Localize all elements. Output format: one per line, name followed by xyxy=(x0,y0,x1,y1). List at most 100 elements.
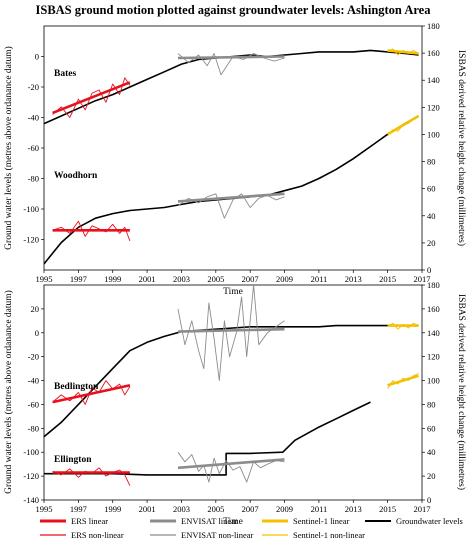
y2-tick-label: 40 xyxy=(427,211,436,221)
legend-label-ers-linear: ERS linear xyxy=(71,516,108,526)
bates-envisat-non-linear-line xyxy=(177,53,285,76)
x-tick-label: 2007 xyxy=(242,274,259,284)
x-tick-label: 2013 xyxy=(345,504,362,514)
bedlington-sentinel-1-non-linear-line xyxy=(387,322,419,330)
bedlington-sentinel-1-non-linear-line xyxy=(387,372,419,390)
x-tick-label: 2005 xyxy=(207,274,224,284)
y2-tick-label: 120 xyxy=(427,102,440,112)
bates-envisat-linear-line xyxy=(177,55,285,60)
x-tick-label: 1995 xyxy=(36,504,53,514)
y2-tick-label: 80 xyxy=(427,157,436,167)
bedlington-groundwater-levels-line xyxy=(44,324,419,438)
legend-label-groundwater-levels: Groundwater levels xyxy=(396,516,463,526)
y2-tick-label: 140 xyxy=(427,75,440,85)
x-tick-label: 2017 xyxy=(414,274,431,284)
legend-label-sentinel-1-linear: Sentinel-1 linear xyxy=(293,516,350,526)
x-tick-label: 1997 xyxy=(70,504,87,514)
legend-label-envisat-linear: ENVISAT linear xyxy=(181,516,238,526)
y2-axis-label: ISBAS derived relative height change (mi… xyxy=(456,294,466,490)
ellington-groundwater-levels-line xyxy=(44,401,371,476)
x-tick-label: 2001 xyxy=(139,504,156,514)
x-tick-label: 2007 xyxy=(242,504,259,514)
chart-title: ISBAS ground motion plotted against grou… xyxy=(36,3,432,17)
y-tick-label: 0 xyxy=(35,52,39,62)
x-tick-label: 1995 xyxy=(36,274,53,284)
bates-sentinel-1-linear-line xyxy=(387,49,419,55)
y-tick-label: -20 xyxy=(28,352,39,362)
bedlington-ers-non-linear-line xyxy=(52,380,131,405)
y-tick-label: -80 xyxy=(28,423,39,433)
x-tick-label: 2011 xyxy=(311,504,328,514)
y2-tick-label: 100 xyxy=(427,376,440,386)
y-axis-label: Ground water levels (metres above ordana… xyxy=(3,46,14,250)
x-tick-label: 2011 xyxy=(311,274,328,284)
y2-tick-label: 60 xyxy=(427,184,436,194)
woodhorn-envisat-non-linear-line xyxy=(177,193,285,219)
y-tick-label: -140 xyxy=(23,495,39,505)
bates-groundwater-levels-line xyxy=(44,49,419,125)
site-label-bedlington: Bedlington xyxy=(54,382,99,392)
x-axis-label: Time xyxy=(223,517,243,527)
y-tick-label: 0 xyxy=(35,328,39,338)
woodhorn-envisat-linear-line xyxy=(177,192,285,203)
x-axis-label: Time xyxy=(223,287,243,297)
y-tick-label: -120 xyxy=(23,235,39,245)
x-tick-label: 2015 xyxy=(379,504,396,514)
legend: ERS linear ENVISAT linear Sentinel-1 linea… xyxy=(40,516,463,540)
y-axis-label: Ground water levels (metres above ordana… xyxy=(3,290,14,494)
x-tick-label: 2009 xyxy=(276,504,293,514)
site-label-bates: Bates xyxy=(54,69,76,79)
x-tick-label: 1997 xyxy=(70,274,87,284)
y-tick-label: -60 xyxy=(28,399,39,409)
legend-label-envisat-non-linear: ENVISAT non-linear xyxy=(181,530,253,540)
y2-tick-label: 180 xyxy=(427,280,440,290)
y2-tick-label: 160 xyxy=(427,48,440,58)
y-tick-label: -80 xyxy=(28,174,39,184)
y-tick-label: -60 xyxy=(28,143,39,153)
x-tick-label: 2013 xyxy=(345,274,362,284)
y2-tick-label: 120 xyxy=(427,352,440,362)
legend-label-ers-non-linear: ERS non-linear xyxy=(71,530,124,540)
bates-ers-linear-line xyxy=(52,81,131,115)
y2-tick-label: 0 xyxy=(427,495,431,505)
y2-tick-label: 40 xyxy=(427,447,436,457)
y2-tick-label: 20 xyxy=(427,238,436,248)
plot-frame xyxy=(43,25,423,271)
x-tick-label: 1999 xyxy=(104,504,121,514)
x-tick-label: 2005 xyxy=(207,504,224,514)
y-tick-label: -40 xyxy=(28,376,39,386)
x-tick-label: 2015 xyxy=(379,274,396,284)
y2-tick-label: 140 xyxy=(427,328,440,338)
legend-label-sentinel-1-non-linear: Sentinel-1 non-linear xyxy=(293,530,365,540)
bedlington-ers-linear-line xyxy=(52,384,131,404)
bates-sentinel-1-non-linear-line xyxy=(387,48,419,56)
x-tick-label: 1999 xyxy=(104,274,121,284)
plot-frame xyxy=(43,284,423,501)
y2-tick-label: 80 xyxy=(427,399,436,409)
y-tick-label: -120 xyxy=(23,471,39,481)
bedlington-sentinel-1-linear-line xyxy=(387,374,419,387)
x-tick-label: 2017 xyxy=(414,504,431,514)
y-tick-label: 20 xyxy=(31,304,40,314)
y-tick-label: -40 xyxy=(28,113,39,123)
y2-tick-label: 20 xyxy=(427,471,436,481)
ellington-envisat-linear-line xyxy=(177,458,285,470)
y-tick-label: -20 xyxy=(28,82,39,92)
bates-ers-non-linear-line xyxy=(52,77,131,118)
x-tick-label: 2003 xyxy=(173,504,190,514)
y2-tick-label: 60 xyxy=(427,423,436,433)
y2-tick-label: 160 xyxy=(427,304,440,314)
x-tick-label: 2009 xyxy=(276,274,293,284)
series-group xyxy=(44,48,420,265)
x-tick-label: 2001 xyxy=(139,274,156,284)
lower-panel: 1995 1997 1999 2001 2003 2005 2007 2009 2011 2013… xyxy=(3,280,466,527)
ellington-ers-non-linear-line xyxy=(52,467,131,486)
woodhorn-sentinel-1-non-linear-line xyxy=(387,115,419,137)
bedlington-envisat-non-linear-line xyxy=(177,285,285,382)
site-label-ellington: Ellington xyxy=(54,455,92,465)
x-tick-label: 2003 xyxy=(173,274,190,284)
y2-tick-label: 0 xyxy=(427,265,431,275)
y2-tick-label: 100 xyxy=(427,129,440,139)
y2-axis-label: ISBAS derived relative height change (mi… xyxy=(456,50,466,246)
